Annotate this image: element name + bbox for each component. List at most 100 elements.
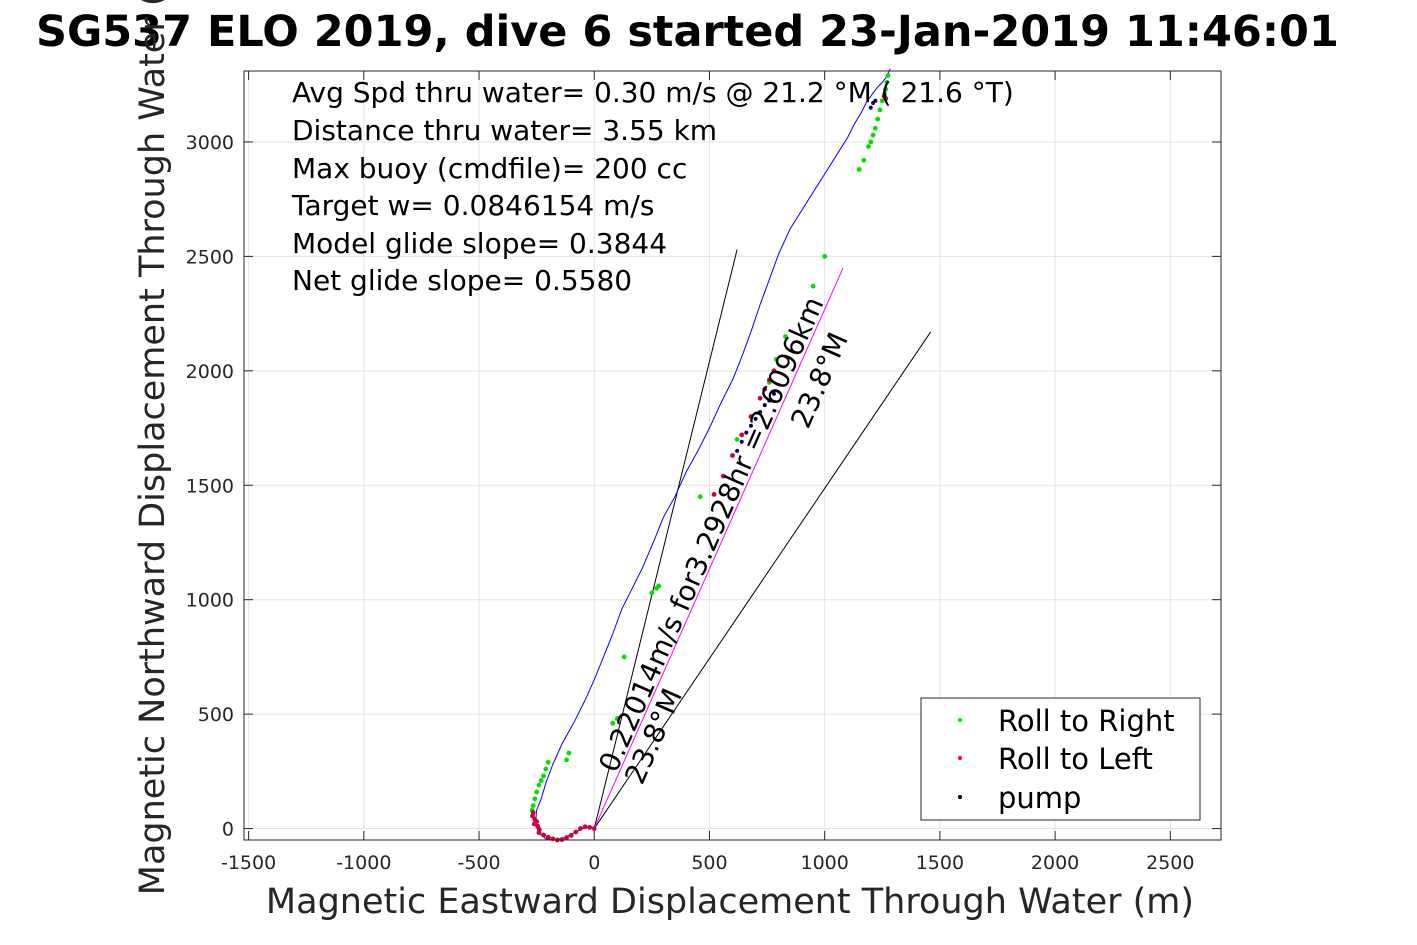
roll-left-point — [766, 377, 772, 383]
x-tick-label: 2000 — [1031, 852, 1079, 874]
roll-left-point — [582, 824, 588, 830]
pump-point — [753, 416, 758, 421]
roll-left-point — [568, 833, 574, 838]
bounding-ray — [593, 249, 738, 829]
roll-right-point — [872, 125, 878, 131]
fit-line — [593, 267, 844, 829]
y-tick-label: 2500 — [186, 246, 234, 268]
roll-right-point — [810, 283, 816, 289]
roll-left-point — [537, 827, 542, 833]
x-tick-label: 1000 — [800, 852, 848, 874]
pump-point — [735, 448, 740, 453]
roll-left-point — [564, 835, 569, 841]
roll-left-point — [739, 432, 745, 438]
roll-left-point — [573, 829, 579, 835]
y-tick-label: 0 — [222, 819, 234, 841]
y-tick-label: 1500 — [186, 475, 234, 497]
legend-label-pump: pump — [998, 781, 1081, 815]
roll-left-point — [534, 819, 540, 825]
roll-right-point — [868, 139, 874, 145]
roll-left-point — [545, 834, 551, 840]
pump-point — [758, 410, 763, 415]
info-avg-speed: Avg Spd thru water= 0.30 m/s @ 21.2 °M (… — [292, 76, 1014, 109]
roll-right-point — [885, 73, 891, 78]
roll-right-point — [621, 654, 627, 660]
y-tick-label: 500 — [198, 704, 234, 726]
pump-point — [873, 98, 878, 103]
info-model-glide-slope: Model glide slope= 0.3844 — [292, 227, 667, 260]
roll-right-point — [866, 144, 871, 149]
roll-right-point — [822, 253, 828, 259]
roll-right-point — [541, 773, 546, 779]
x-axis-label: Magnetic Eastward Displacement Through W… — [266, 882, 1194, 922]
roll-right-point — [884, 80, 890, 85]
pump-point — [868, 105, 873, 110]
x-tick-label: -1000 — [336, 852, 391, 874]
roll-left-point — [757, 395, 763, 401]
legend-marker-roll-right — [958, 718, 962, 722]
legend-label-roll-right: Roll to Right — [998, 704, 1175, 738]
x-tick-label: 500 — [691, 852, 727, 874]
y-axis-label: Magnetic Northward Displacement Through … — [133, 0, 173, 895]
roll-left-point — [771, 368, 777, 374]
x-tick-label: -500 — [457, 852, 500, 874]
roll-left-point — [762, 386, 768, 392]
chart-title: SG537 ELO 2019, dive 6 started 23-Jan-20… — [36, 7, 1339, 57]
roll-left-point — [881, 93, 887, 99]
roll-left-point — [550, 836, 556, 842]
roll-right-point — [697, 494, 703, 500]
roll-right-point — [877, 107, 883, 113]
tick-layer: -1500 -1000 -500 0 500 1000 1500 2000 2500 0 500 10… — [186, 71, 1221, 874]
x-tick-label: 1500 — [916, 852, 964, 874]
roll-right-point — [530, 803, 536, 809]
roll-left-point — [730, 453, 735, 458]
roll-right-point — [875, 116, 881, 122]
roll-right-point — [656, 583, 662, 589]
legend: Roll to Right Roll to Left pump — [920, 697, 1201, 821]
roll-right-point — [614, 716, 620, 722]
roll-left-point — [748, 414, 754, 419]
roll-right-point — [649, 590, 655, 596]
marker-layer — [529, 73, 891, 843]
axes-frame — [243, 70, 1222, 841]
info-distance: Distance thru water= 3.55 km — [292, 114, 717, 147]
bounding-ray — [593, 331, 932, 829]
roll-left-point — [711, 492, 717, 497]
roll-right-point — [734, 437, 740, 442]
roll-left-point — [720, 473, 726, 479]
roll-right-point — [564, 757, 569, 763]
pump-point — [744, 430, 749, 435]
roll-left-point — [530, 810, 536, 815]
roll-right-point — [783, 334, 788, 339]
bounding-rays — [593, 249, 932, 829]
pump-point — [748, 423, 753, 428]
x-tick-label: 0 — [588, 852, 600, 874]
pump-point — [739, 439, 744, 444]
legend-box — [920, 697, 1201, 821]
x-tick-label: -1500 — [221, 852, 276, 874]
roll-right-point — [861, 157, 867, 163]
roll-left-point — [541, 832, 546, 838]
roll-right-point — [856, 167, 862, 172]
pump-point — [762, 403, 767, 408]
roll-right-point — [543, 766, 549, 772]
y-tick-label: 2000 — [186, 361, 234, 383]
info-max-buoy: Max buoy (cmdfile)= 200 cc — [292, 152, 687, 185]
roll-right-point — [538, 778, 544, 783]
roll-right-point — [870, 132, 876, 138]
roll-left-point — [591, 826, 597, 831]
legend-label-roll-left: Roll to Left — [998, 742, 1153, 776]
roll-right-point — [532, 796, 538, 802]
info-target-w: Target w= 0.0846154 m/s — [291, 189, 654, 222]
x-tick-label: 2500 — [1146, 852, 1194, 874]
y-tick-label: 1000 — [186, 590, 234, 612]
legend-marker-pump — [958, 795, 962, 799]
roll-left-point — [587, 825, 593, 830]
pump-point — [771, 391, 776, 396]
roll-right-point — [545, 759, 551, 765]
pump-point — [767, 398, 772, 403]
roll-right-point — [610, 720, 616, 726]
roll-right-point — [536, 782, 542, 788]
roll-left-point — [578, 826, 583, 831]
